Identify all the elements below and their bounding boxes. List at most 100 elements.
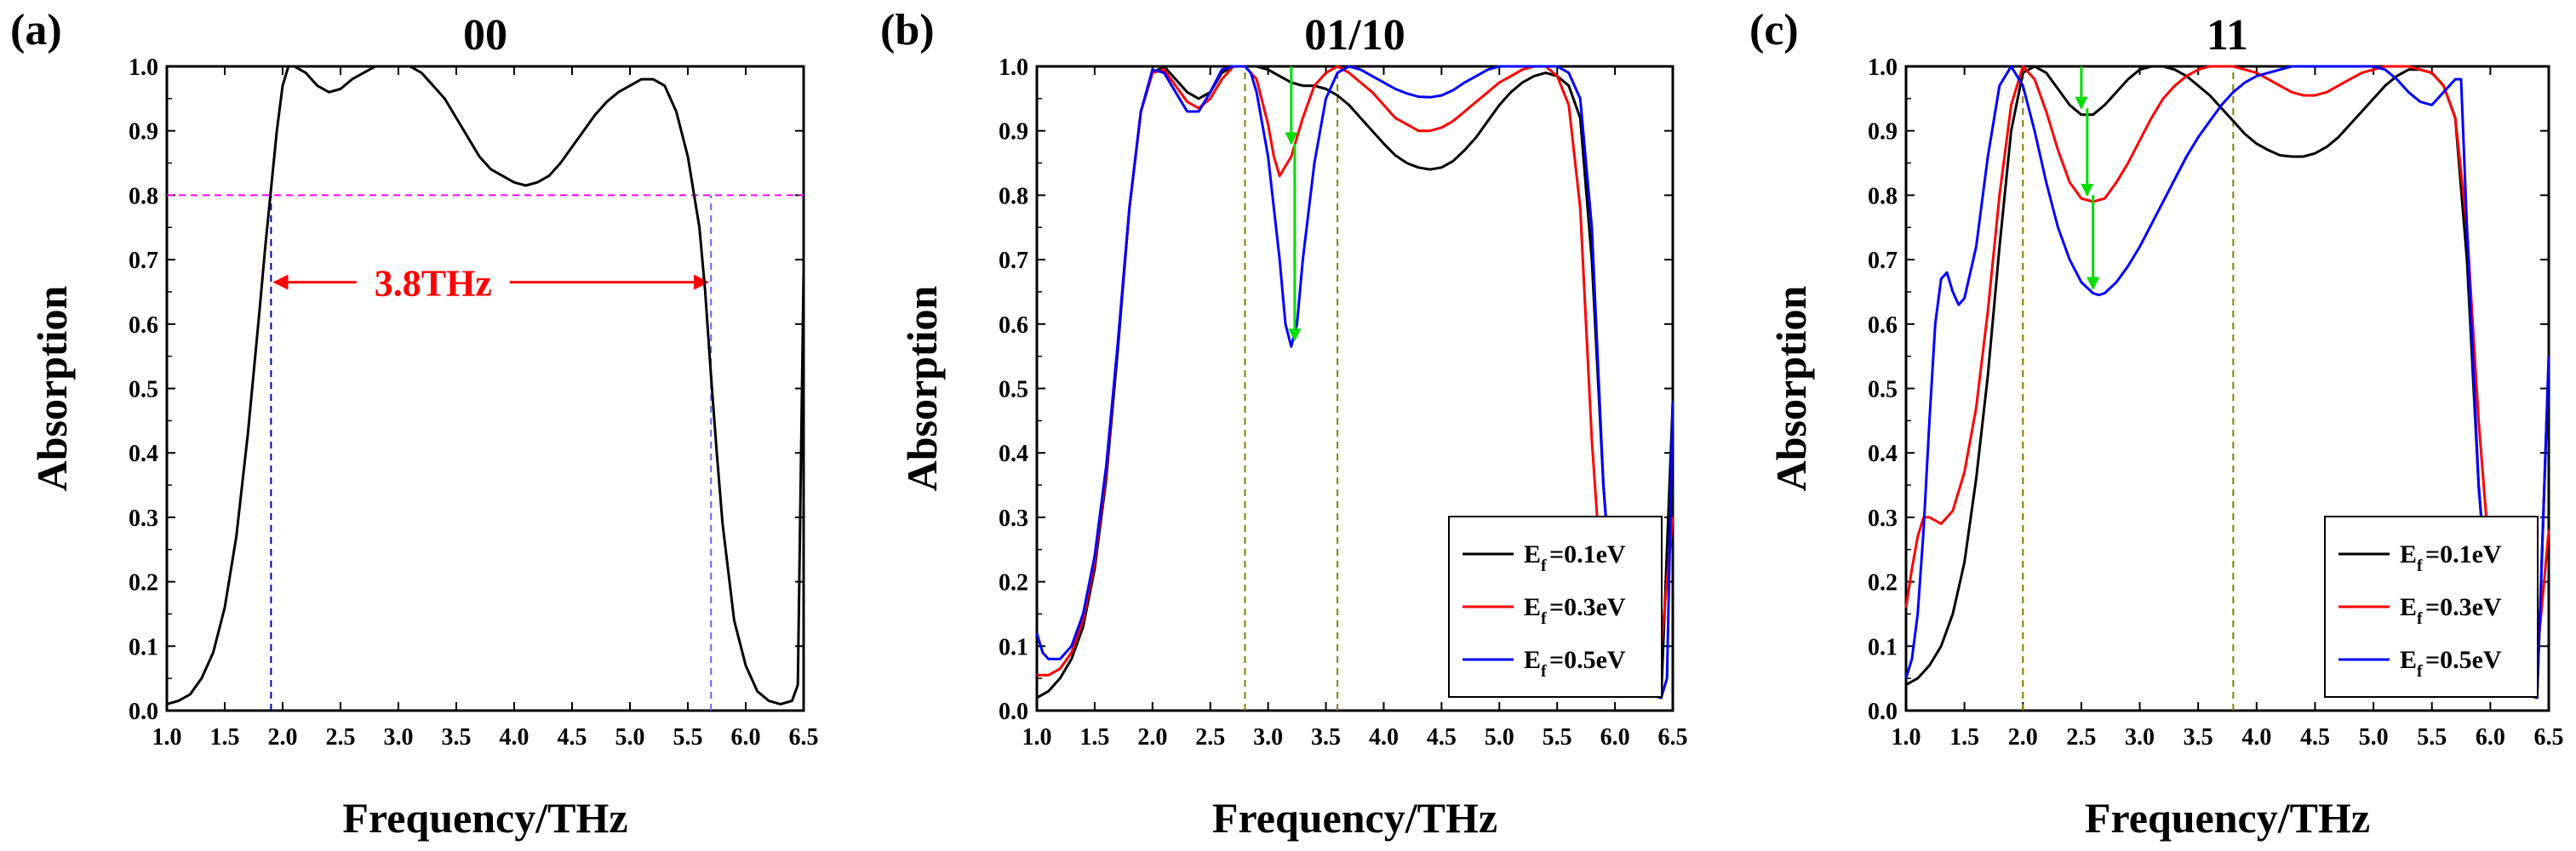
panel-title: 11 — [2207, 11, 2248, 60]
x-axis-label: Frequency/THz — [2085, 794, 2370, 842]
y-axis-label: Absorption — [1767, 285, 1815, 491]
panel-c: (c) 11 0.0 0.1 0.2 0.3 0.4 0.5 0.6 0.7 0.8 0.9 1.0 1.… — [1749, 6, 2564, 842]
legend-label-main: E — [2400, 646, 2417, 674]
x-tick-label: 1.5 — [1079, 724, 1109, 751]
legend-label-tail: =0.5eV — [2425, 646, 2502, 674]
x-axis-label: Frequency/THz — [1212, 794, 1497, 842]
series-line — [1904, 65, 2550, 700]
y-tick-label: 0.2 — [1868, 570, 1898, 597]
legend-label-sub: f — [1541, 557, 1547, 575]
y-tick-label: 0.9 — [999, 119, 1028, 146]
x-tick-label: 6.0 — [1600, 724, 1630, 751]
x-tick-label: 2.5 — [326, 724, 356, 751]
y-tick-label: 0.8 — [999, 183, 1028, 209]
x-tick-label: 2.5 — [2066, 724, 2096, 751]
panel-label: (c) — [1749, 6, 1799, 54]
legend-label-main: E — [1524, 593, 1541, 621]
y-tick-label: 0.3 — [129, 505, 158, 532]
y-tick-label: 0.2 — [129, 570, 158, 597]
x-tick-label: 2.0 — [2008, 724, 2038, 751]
bandwidth-label: 3.8THz — [375, 263, 492, 305]
x-tick-label: 3.5 — [442, 724, 472, 751]
x-tick-label: 1.0 — [1892, 724, 1921, 751]
annotations: 3.8THz — [167, 194, 804, 711]
x-tick-label: 1.5 — [210, 724, 240, 751]
x-tick-label: 1.0 — [152, 724, 182, 751]
y-tick-label: 1.0 — [999, 54, 1028, 81]
annotations — [2022, 66, 2235, 711]
y-tick-label: 1.0 — [129, 54, 158, 81]
x-tick-label: 5.0 — [2359, 724, 2389, 751]
y-tick-label: 1.0 — [1868, 54, 1898, 81]
y-tick-label: 0.1 — [129, 634, 158, 660]
x-tick-label: 6.0 — [2476, 724, 2505, 751]
y-tick-label: 0.2 — [999, 570, 1028, 597]
x-tick-label: 4.0 — [1369, 724, 1399, 751]
x-tick-label: 2.5 — [1195, 724, 1225, 751]
x-tick-label: 5.5 — [673, 724, 703, 751]
y-tick-label: 0.0 — [1868, 699, 1898, 725]
annotations — [1244, 66, 1339, 711]
legend-label-tail: =0.1eV — [2425, 540, 2502, 568]
y-tick-label: 0.7 — [129, 248, 158, 274]
y-tick-label: 0.7 — [1868, 248, 1898, 274]
y-tick-label: 0.9 — [129, 119, 158, 146]
x-tick-label: 5.0 — [1485, 724, 1514, 751]
x-tick-label: 3.0 — [2125, 724, 2155, 751]
legend-label-sub: f — [2417, 557, 2423, 575]
y-tick-label: 0.5 — [1868, 377, 1898, 403]
x-tick-label: 3.0 — [1253, 724, 1283, 751]
y-tick-label: 0.0 — [129, 699, 158, 725]
y-tick-label: 0.7 — [999, 248, 1028, 274]
y-tick-label: 0.9 — [1868, 119, 1898, 146]
x-tick-label: 4.0 — [2241, 724, 2271, 751]
series-line — [1904, 65, 2550, 660]
y-axis-label: Absorption — [898, 285, 946, 491]
panel-title: 00 — [463, 11, 507, 60]
y-tick-label: 0.3 — [999, 505, 1028, 532]
x-tick-label: 5.5 — [2417, 724, 2447, 751]
legend-label-main: E — [2400, 593, 2417, 621]
panel-a: (a) 00 0.0 0.1 0.2 0.3 0.4 0.5 0.6 0.7 0.8 0.9 1.0 1.… — [10, 6, 819, 842]
legend-label-tail: =0.3eV — [1549, 593, 1626, 621]
y-tick-label: 0.5 — [999, 377, 1028, 403]
x-tick-label: 1.0 — [1022, 724, 1052, 751]
y-tick-label: 0.1 — [1868, 634, 1898, 660]
x-axis-label: Frequency/THz — [342, 794, 627, 842]
x-tick-label: 6.0 — [731, 724, 761, 751]
y-tick-label: 0.6 — [999, 312, 1028, 339]
x-tick-label: 2.0 — [1137, 724, 1167, 751]
panel-title: 01/10 — [1304, 11, 1405, 60]
x-tick-label: 3.5 — [2184, 724, 2213, 751]
legend-label-main: E — [1524, 540, 1541, 568]
y-tick-label: 0.5 — [129, 377, 158, 403]
legend-label-tail: =0.5eV — [1549, 646, 1626, 674]
legend-label-main: E — [2400, 540, 2417, 568]
x-tick-label: 5.5 — [1543, 724, 1572, 751]
x-tick-label: 2.0 — [268, 724, 298, 751]
y-tick-label: 0.8 — [1868, 183, 1898, 209]
legend-label-sub: f — [1541, 609, 1547, 628]
x-tick-label: 6.5 — [2534, 724, 2564, 751]
x-tick-label: 6.5 — [789, 724, 819, 751]
legend-label-main: E — [1524, 646, 1541, 674]
legend-label-sub: f — [2417, 609, 2423, 628]
y-axis-label: Absorption — [28, 285, 76, 491]
bandwidth-label-bg — [356, 258, 510, 306]
y-tick-label: 0.4 — [999, 441, 1028, 467]
legend-label-sub: f — [2417, 662, 2423, 681]
panel-label: (b) — [880, 6, 935, 54]
legend-label-sub: f — [1541, 662, 1547, 681]
x-tick-label: 4.0 — [500, 724, 530, 751]
x-tick-label: 5.0 — [615, 724, 645, 751]
x-tick-label: 3.5 — [1311, 724, 1341, 751]
series-line — [1035, 65, 1674, 700]
y-tick-label: 0.6 — [1868, 312, 1898, 339]
y-tick-label: 0.6 — [129, 312, 158, 339]
x-tick-label: 4.5 — [558, 724, 587, 751]
x-tick-label: 1.5 — [1949, 724, 1979, 751]
y-tick-label: 0.1 — [999, 634, 1028, 660]
